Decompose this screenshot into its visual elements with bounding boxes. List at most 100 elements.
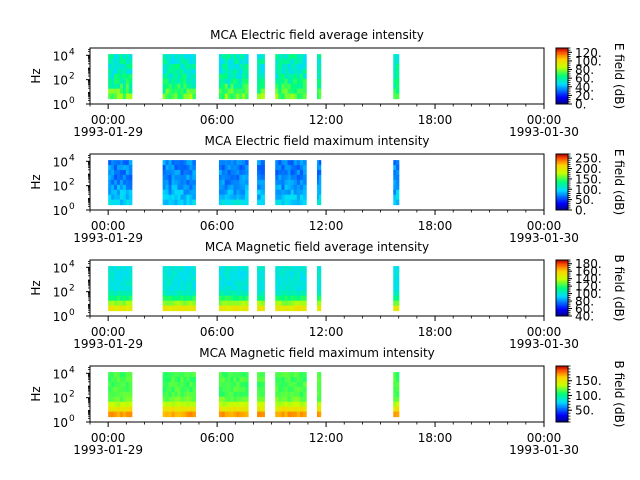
spectrogram-cell	[122, 174, 127, 181]
spectrogram-cell	[108, 160, 112, 166]
y-axis-label: Hz	[29, 280, 43, 295]
spectrogram-cell	[275, 68, 279, 75]
spectrogram-cell	[290, 275, 295, 282]
spectrogram-cell	[242, 63, 246, 70]
spectrogram-cell	[303, 377, 307, 383]
spectrogram-cell	[125, 266, 130, 272]
spectrogram-cell	[242, 275, 246, 282]
spectrogram-cell	[257, 63, 262, 70]
spectrogram-cell	[117, 199, 121, 206]
spectrogram-cell	[227, 396, 232, 403]
colorbar-swatch	[556, 267, 568, 269]
spectrogram-cell	[293, 411, 298, 418]
spectrogram-cell	[122, 199, 127, 206]
spectrogram-cell	[192, 189, 196, 196]
y-tick-exponent: 2	[69, 72, 75, 82]
spectrogram-cell	[119, 63, 124, 70]
spectrogram-cell	[108, 300, 112, 307]
spectrogram-cell	[218, 280, 223, 287]
colorbar-swatch	[556, 303, 568, 306]
spectrogram-cell	[122, 285, 127, 292]
colorbar-swatch	[556, 95, 568, 98]
spectrogram-cell	[114, 271, 118, 277]
colorbar-swatch	[556, 176, 568, 179]
spectrogram-cell	[125, 179, 130, 186]
spectrogram-cell	[224, 290, 229, 297]
spectrogram-cell	[317, 386, 320, 393]
spectrogram-cell	[275, 184, 279, 191]
spectrogram-cell	[233, 406, 237, 413]
spectrogram-cell	[162, 189, 167, 196]
spectrogram-cell	[245, 169, 249, 176]
spectrogram-cell	[171, 305, 176, 312]
spectrogram-cell	[125, 88, 130, 95]
spectrogram-cell	[396, 305, 400, 312]
spectrogram-cell	[162, 285, 167, 292]
spectrogram-cell	[227, 83, 232, 90]
spectrogram-cell	[114, 169, 118, 176]
spectrogram-cell	[287, 401, 292, 408]
spectrogram-cell	[227, 174, 232, 181]
spectrogram-cell	[260, 194, 265, 201]
spectrogram-cell	[245, 78, 249, 85]
spectrogram-cell	[128, 165, 133, 171]
spectrogram-cell	[239, 63, 243, 70]
spectrogram-cell	[221, 83, 226, 90]
spectrogram-cell	[165, 386, 170, 393]
spectrogram-cell	[114, 78, 118, 85]
spectrogram-cell	[290, 280, 295, 287]
spectrogram-cell	[183, 83, 188, 90]
spectrogram-cell	[114, 381, 118, 388]
spectrogram-cell	[165, 406, 170, 413]
spectrogram-cell	[230, 280, 235, 287]
spectrogram-cell	[111, 295, 115, 302]
spectrogram-cell	[236, 194, 240, 201]
spectrogram-cell	[168, 271, 173, 277]
spectrogram-cell	[245, 411, 249, 418]
spectrogram-cell	[296, 372, 301, 378]
colorbar-swatch	[556, 59, 568, 62]
spectrogram-cell	[245, 381, 249, 388]
spectrogram-cell	[318, 165, 322, 171]
spectrogram-cell	[242, 295, 246, 302]
spectrogram-cell	[275, 266, 279, 272]
spectrogram-cell	[284, 184, 289, 191]
colorbar-swatch	[556, 78, 568, 81]
spectrogram-cell	[287, 290, 292, 297]
spectrogram-cell	[318, 63, 322, 70]
spectrogram-cell	[218, 199, 223, 206]
spectrogram-cell	[128, 305, 133, 312]
spectrogram-cell	[284, 83, 289, 90]
spectrogram-cell	[239, 290, 243, 297]
spectrogram-cell	[281, 305, 286, 312]
spectrogram-cell	[171, 169, 176, 176]
spectrogram-cell	[119, 290, 124, 297]
spectrogram-cell	[396, 271, 400, 277]
spectrogram-cell	[293, 305, 298, 312]
spectrogram-cell	[168, 165, 173, 171]
spectrogram-cell	[260, 271, 265, 277]
spectrogram-cell	[119, 88, 124, 95]
spectrogram-cell	[168, 73, 173, 80]
spectrogram-cell	[293, 160, 298, 166]
spectrogram-cell	[293, 169, 298, 176]
spectrogram-cell	[233, 160, 237, 166]
spectrogram-cell	[233, 88, 237, 95]
spectrogram-cell	[125, 184, 130, 191]
spectrogram-cell	[239, 189, 243, 196]
spectrogram-cell	[317, 391, 320, 398]
spectrogram-cell	[260, 174, 265, 181]
spectrogram-cell	[165, 300, 170, 307]
spectrogram-cell	[318, 377, 322, 383]
spectrogram-cell	[186, 386, 190, 393]
spectrogram-cell	[174, 93, 179, 100]
spectrogram-cell	[242, 78, 246, 85]
spectrogram-cell	[165, 377, 170, 383]
spectrogram-cell	[180, 285, 185, 292]
colorbar-tick-label: 20.	[575, 89, 594, 103]
spectrogram-cell	[236, 160, 240, 166]
spectrogram-cell	[257, 189, 262, 196]
spectrogram-cell	[293, 174, 298, 181]
spectrogram-cell	[168, 290, 173, 297]
panel-title: MCA Magnetic field maximum intensity	[199, 346, 435, 360]
